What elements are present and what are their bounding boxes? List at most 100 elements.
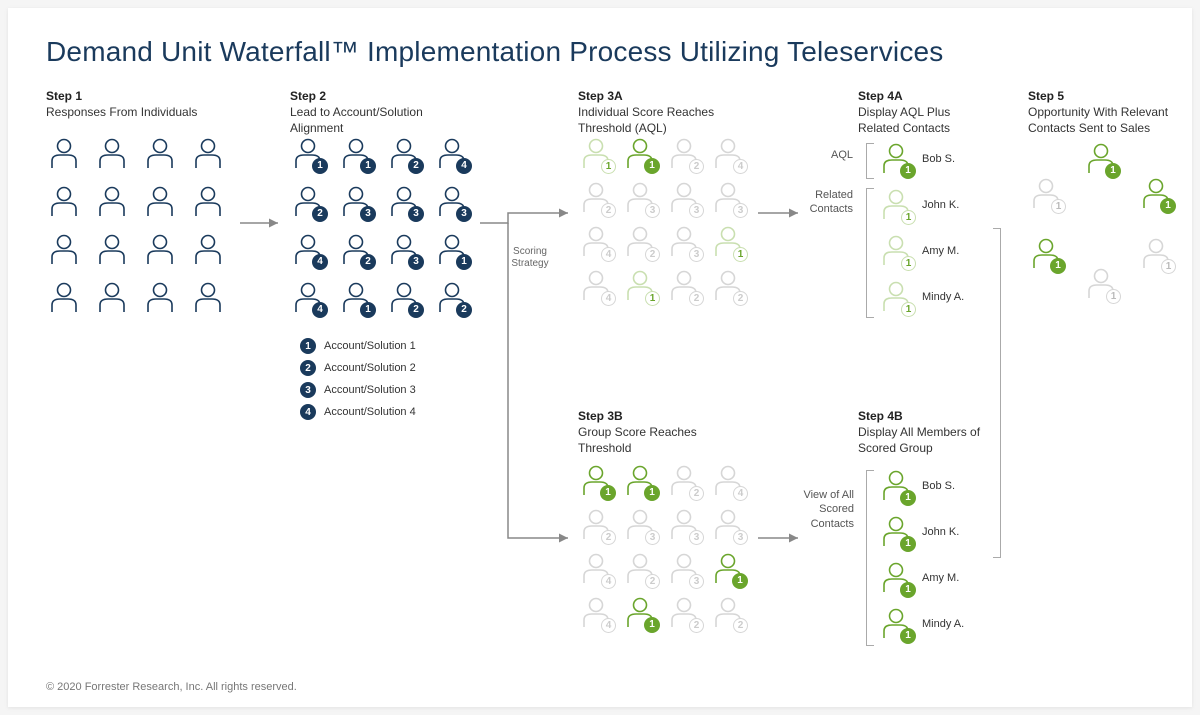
person-icon: 4 [710,136,746,172]
page-title: Demand Unit Waterfall™ Implementation Pr… [46,36,944,68]
contact-name: Bob S. [922,153,955,165]
bracket-related [866,188,874,318]
contact-row: 1 Bob S. [878,141,964,177]
person-icon: 1 [878,141,914,177]
diagram-canvas: Demand Unit Waterfall™ Implementation Pr… [8,8,1192,707]
person-icon [190,280,226,316]
step4a-label: Step 4ADisplay AQL Plus Related Contacts [858,88,988,137]
person-icon: 3 [434,184,470,220]
person-icon: 1 [622,136,658,172]
person-icon [142,184,178,220]
person-icon: 1 [290,136,326,172]
person-icon: 1 [338,136,374,172]
viewscored-label: View of All Scored Contacts [796,488,854,531]
person-icon [46,232,82,268]
step1-label: Step 1Responses From Individuals [46,88,206,120]
person-icon [142,280,178,316]
contact-row: 1John K. [878,187,964,223]
person-icon: 4 [578,224,614,260]
contact-name: Amy M. [922,572,959,584]
person-icon [142,232,178,268]
person-icon: 2 [622,224,658,260]
person-icon: 3 [710,507,746,543]
person-icon [46,184,82,220]
person-icon: 2 [666,595,702,631]
person-icon: 3 [386,232,422,268]
person-icon: 1 [622,463,658,499]
person-icon: 1 [878,560,914,596]
person-icon: 1 [578,463,614,499]
person-icon [94,136,130,172]
contact-row: 1 Mindy A. [878,606,964,642]
step2-grid: 1124233342314122 [290,136,474,320]
person-icon: 1 [1138,236,1174,272]
person-icon: 1 [622,268,658,304]
contact-row: 1 Amy M. [878,560,964,596]
contact-row: 1 Mindy A. [878,279,964,315]
person-icon: 3 [666,224,702,260]
person-icon: 4 [290,232,326,268]
step4b-label: Step 4BDisplay All Members of Scored Gro… [858,408,998,457]
person-icon: 4 [578,551,614,587]
contact-name: Bob S. [922,480,955,492]
person-icon [94,280,130,316]
step3a-grid: 1124233342314122 [578,136,750,308]
person-icon: 1 [622,595,658,631]
contact-name: Mindy A. [922,291,964,303]
person-icon: 2 [434,280,470,316]
person-icon: 3 [338,184,374,220]
person-icon: 2 [710,268,746,304]
scoring-label: Scoring Strategy [500,246,560,270]
person-icon: 2 [386,280,422,316]
person-icon: 1 [1028,236,1064,272]
person-icon: 1 [878,187,914,223]
step5-label: Step 5Opportunity With Relevant Contacts… [1028,88,1178,137]
person-icon: 1 [338,280,374,316]
person-icon: 1 [1028,176,1064,212]
person-icon: 3 [666,180,702,216]
person-icon: 4 [290,280,326,316]
person-icon: 1 [434,232,470,268]
person-icon: 3 [666,507,702,543]
person-icon [142,136,178,172]
person-icon: 2 [666,268,702,304]
step3b-label: Step 3BGroup Score Reaches Threshold [578,408,738,457]
person-icon [190,232,226,268]
person-icon: 1 [878,606,914,642]
step5-circle: 111111 [1023,141,1173,291]
contact-name: Amy M. [922,245,959,257]
person-icon: 1 [1083,266,1119,302]
bracket-right [993,228,1001,558]
person-icon: 3 [386,184,422,220]
person-icon: 3 [710,180,746,216]
step4b-contacts: 1Bob S.1John K.1Amy M.1Mindy A. [878,468,964,652]
person-icon [46,280,82,316]
person-icon [94,184,130,220]
contact-name: John K. [922,526,959,538]
step3a-label: Step 3AIndividual Score Reaches Threshol… [578,88,738,137]
person-icon: 1 [878,514,914,550]
contact-name: Mindy A. [922,618,964,630]
person-icon: 2 [578,180,614,216]
step4a-contacts: 1Bob S.1John K.1Amy M.1Mindy A. [878,141,964,325]
bracket-aql [866,143,874,179]
step2-label: Step 2Lead to Account/Solution Alignment [290,88,450,137]
person-icon: 2 [386,136,422,172]
person-icon: 2 [666,136,702,172]
person-icon: 1 [878,233,914,269]
related-label: Related Contacts [803,188,853,217]
person-icon: 2 [666,463,702,499]
person-icon: 1 [710,551,746,587]
person-icon: 3 [666,551,702,587]
bracket-4b [866,470,874,646]
person-icon: 3 [622,507,658,543]
person-icon: 1 [710,224,746,260]
legend: 1Account/Solution 1 2Account/Solution 2 … [300,338,416,426]
person-icon [190,136,226,172]
person-icon: 3 [622,180,658,216]
person-icon: 1 [878,279,914,315]
person-icon: 1 [1138,176,1174,212]
footer: © 2020 Forrester Research, Inc. All righ… [46,681,297,693]
step3b-grid: 1124233342314122 [578,463,750,635]
aql-label: AQL [803,148,853,162]
